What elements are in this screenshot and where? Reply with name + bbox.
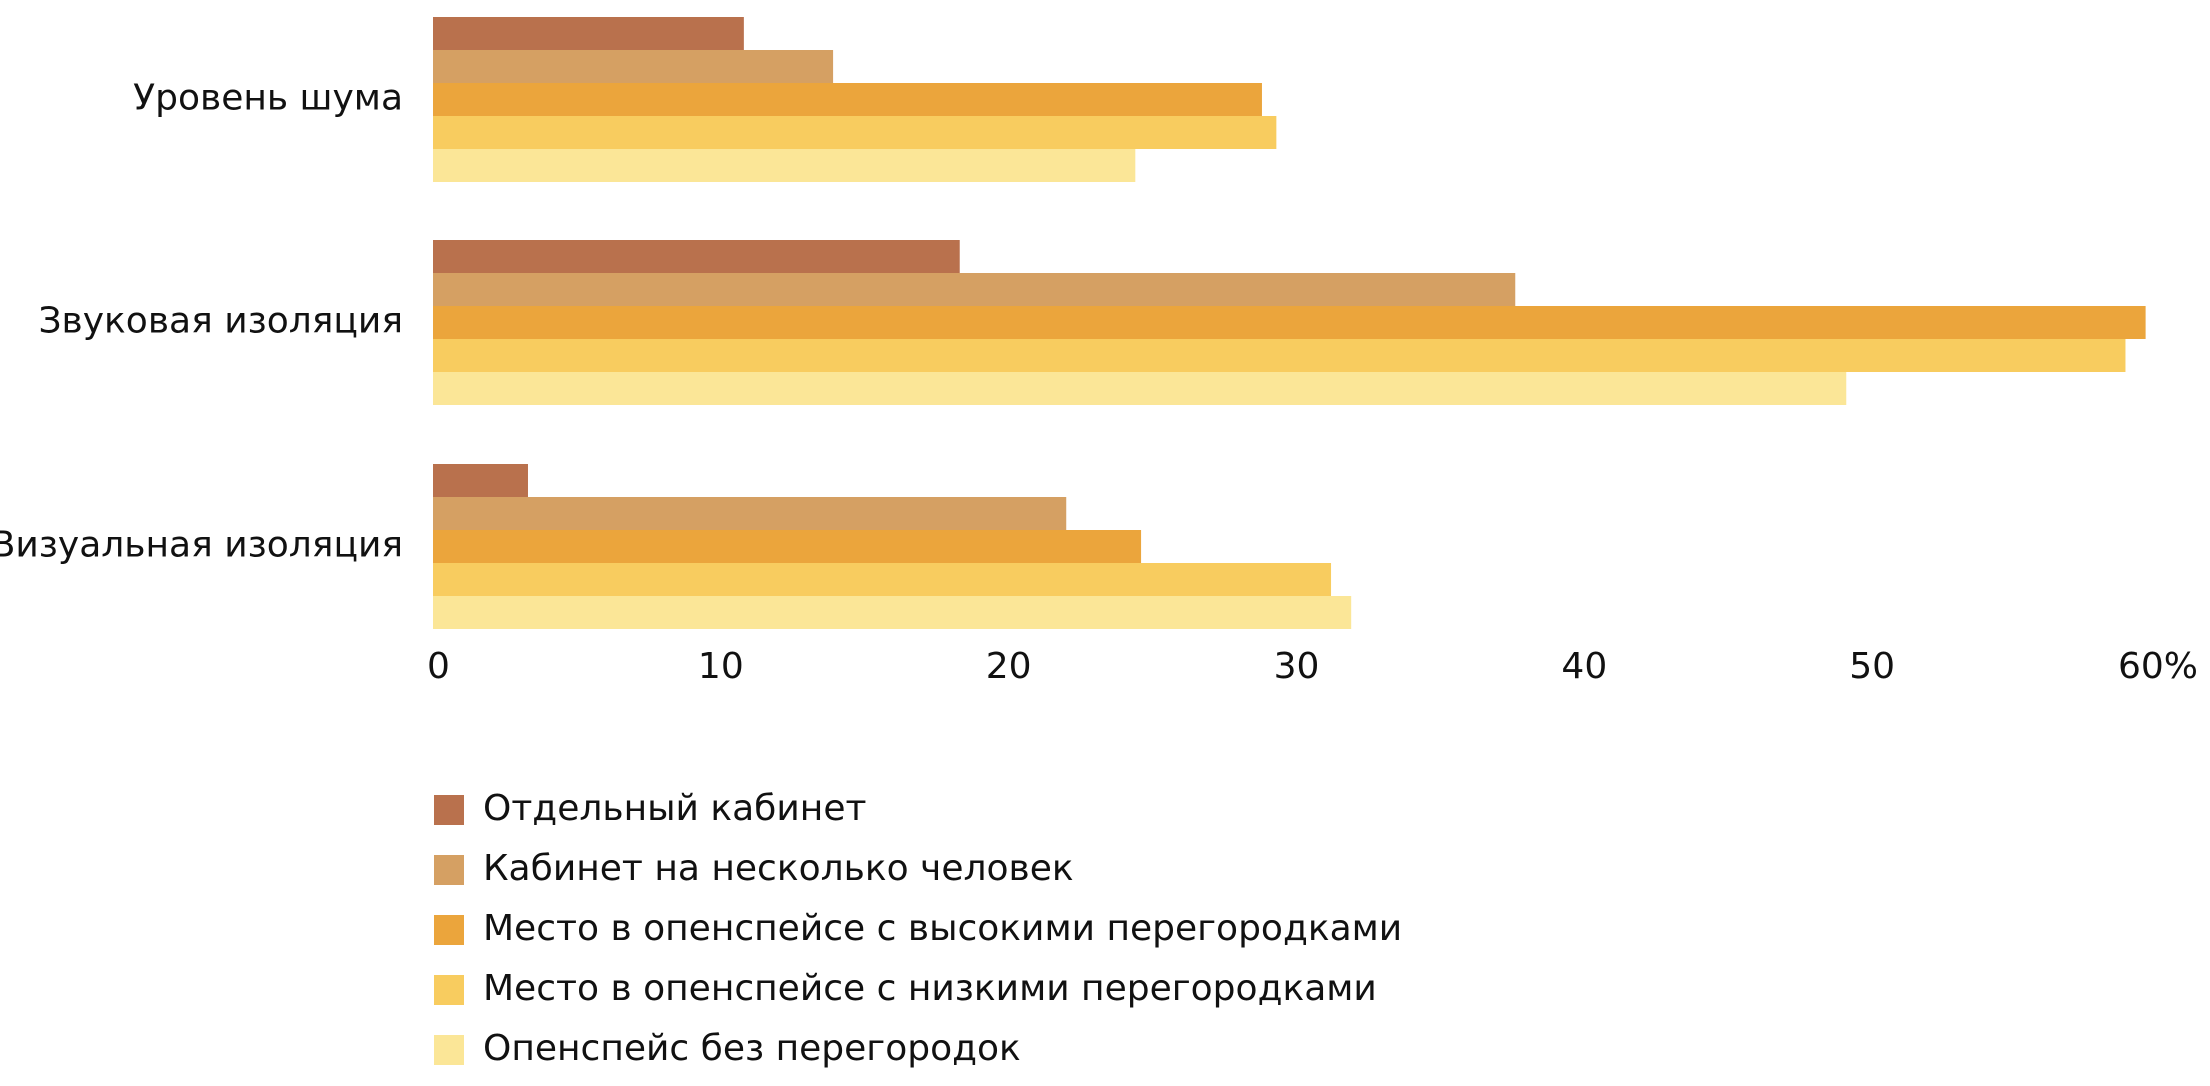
legend: Отдельный кабинет Кабинет на несколько че… [434,788,1402,1069]
bar [433,497,1067,530]
x-tick-label: 10 [698,646,744,687]
x-tick-label: 50 [1849,646,1895,687]
bar [433,596,1352,629]
legend-swatch [434,1035,464,1065]
bar [433,273,1516,306]
category-label: Визуальная изоляция [0,525,403,566]
x-tick-label: 20 [986,646,1032,687]
bar [433,83,1262,116]
category-label: Уровень шума [133,78,403,119]
category-labels: Уровень шума Звуковая изоляция Визуальная … [0,78,403,566]
bar [433,149,1136,182]
bar [433,306,2146,339]
bar [433,240,960,273]
bars [433,17,2146,629]
x-tick-label: 60% [2118,646,2198,687]
legend-swatch [434,855,464,885]
legend-swatch [434,795,464,825]
legend-label: Отдельный кабинет [483,788,866,829]
legend-swatch [434,975,464,1005]
bar [433,563,1332,596]
x-axis-ticks: 0 10 20 30 40 50 60% [427,646,2198,687]
bar [433,116,1277,149]
x-tick-label: 40 [1561,646,1607,687]
legend-swatch [434,915,464,945]
x-tick-label: 30 [1274,646,1320,687]
bar [433,50,834,83]
category-label: Звуковая изоляция [38,301,403,342]
legend-label: Кабинет на несколько человек [483,848,1074,889]
legend-label: Опенспейс без перегородок [483,1028,1021,1069]
legend-label: Место в опенспейсе с высокими перегородк… [483,908,1402,949]
legend-label: Место в опенспейсе с низкими перегородка… [483,968,1377,1009]
bar [433,372,1847,405]
bar [433,339,2126,372]
bar [433,17,744,50]
bar [433,530,1142,563]
bar [433,464,528,497]
x-tick-label: 0 [427,646,450,687]
